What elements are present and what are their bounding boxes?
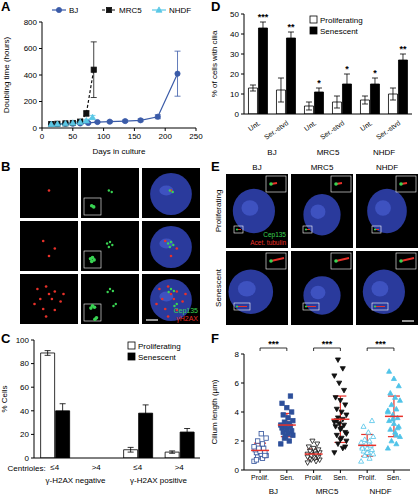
- svg-text:2: 2: [235, 437, 240, 446]
- html-text:D: D: [211, 0, 221, 14]
- svg-text:Prolif.: Prolif.: [358, 474, 376, 481]
- svg-text:MRC5: MRC5: [317, 148, 340, 157]
- svg-text:MRC5: MRC5: [316, 487, 339, 496]
- svg-text:800: 800: [24, 18, 38, 27]
- svg-text:150: 150: [128, 132, 142, 141]
- svg-text:80: 80: [20, 359, 29, 368]
- svg-text:Sen.: Sen.: [333, 474, 347, 481]
- svg-text:0: 0: [25, 454, 30, 463]
- svg-text:≤4: ≤4: [133, 463, 142, 472]
- svg-text:Acet. tubulin: Acet. tubulin: [250, 239, 286, 246]
- svg-text:γ-H2AX negative: γ-H2AX negative: [45, 476, 106, 485]
- svg-text:30: 30: [230, 50, 239, 59]
- svg-text:200: 200: [159, 132, 173, 141]
- svg-text:100: 100: [16, 336, 30, 345]
- svg-text:*: *: [317, 78, 321, 88]
- svg-text:≤4: ≤4: [50, 463, 59, 472]
- svg-text:***: ***: [268, 339, 279, 349]
- svg-text:γH2AX: γH2AX: [176, 315, 198, 323]
- html-text:F: F: [211, 331, 219, 346]
- svg-text:400: 400: [24, 71, 38, 80]
- svg-text:Senescent: Senescent: [214, 268, 223, 307]
- svg-text:Days in culture: Days in culture: [93, 147, 146, 156]
- svg-text:0: 0: [235, 466, 240, 475]
- svg-text:***: ***: [258, 12, 269, 22]
- svg-text:0: 0: [33, 124, 38, 133]
- svg-text:50: 50: [68, 132, 77, 141]
- svg-text:Doubling time (hours): Doubling time (hours): [8, 36, 11, 113]
- html-text:B: B: [1, 159, 11, 174]
- svg-text:NHDF: NHDF: [376, 163, 398, 172]
- svg-text:Cilium length (µm): Cilium length (µm): [210, 379, 219, 444]
- svg-text:20: 20: [230, 70, 239, 79]
- svg-text:>4: >4: [175, 463, 185, 472]
- svg-text:Prolif.: Prolif.: [305, 474, 323, 481]
- svg-text:10: 10: [230, 90, 239, 99]
- svg-text:600: 600: [24, 44, 38, 53]
- svg-text:40: 40: [230, 30, 239, 39]
- html-text:A: A: [1, 0, 11, 14]
- svg-text:0: 0: [235, 110, 240, 119]
- svg-text:Ser.-stvd: Ser.-stvd: [263, 119, 290, 141]
- svg-text:40: 40: [20, 407, 29, 416]
- svg-text:Unt.: Unt.: [247, 119, 262, 132]
- svg-text:Proliferating: Proliferating: [138, 342, 181, 351]
- svg-text:60: 60: [20, 383, 29, 392]
- svg-text:BJ: BJ: [269, 487, 278, 496]
- svg-text:MRC5: MRC5: [311, 163, 334, 172]
- svg-text:% of cells with cilia: % of cells with cilia: [210, 30, 219, 97]
- svg-text:0: 0: [40, 132, 45, 141]
- svg-text:NHDF: NHDF: [169, 6, 191, 15]
- svg-text:Senescent: Senescent: [138, 353, 177, 362]
- svg-text:Prolif.: Prolif.: [251, 474, 269, 481]
- html-text:C: C: [1, 331, 11, 346]
- svg-text:***: ***: [322, 339, 333, 349]
- svg-text:*: *: [345, 64, 349, 74]
- svg-text:Sen.: Sen.: [387, 474, 401, 481]
- svg-text:200: 200: [24, 97, 38, 106]
- svg-text:**: **: [288, 22, 296, 32]
- svg-text:100: 100: [97, 132, 111, 141]
- html-text:E: E: [211, 159, 220, 174]
- svg-text:**: **: [400, 44, 408, 54]
- svg-text:Ser.-stvd: Ser.-stvd: [319, 119, 346, 141]
- svg-text:NHDF: NHDF: [369, 487, 391, 496]
- svg-text:Proliferating: Proliferating: [214, 190, 223, 233]
- svg-text:Unt.: Unt.: [359, 119, 374, 132]
- svg-text:>4: >4: [92, 463, 102, 472]
- svg-text:Proliferating: Proliferating: [320, 16, 363, 25]
- svg-text:50: 50: [230, 10, 239, 19]
- svg-text:Centrioles:: Centrioles:: [8, 464, 46, 473]
- svg-text:γ-H2AX positive: γ-H2AX positive: [130, 476, 187, 485]
- svg-text:Cep135: Cep135: [173, 307, 198, 315]
- svg-text:NHDF: NHDF: [373, 148, 395, 157]
- svg-text:MRC5: MRC5: [119, 6, 142, 15]
- svg-text:Sen.: Sen.: [280, 474, 294, 481]
- svg-text:Ser.-stvd: Ser.-stvd: [375, 119, 402, 141]
- svg-text:Cep135: Cep135: [263, 231, 286, 239]
- svg-text:***: ***: [375, 339, 386, 349]
- svg-text:250: 250: [189, 132, 203, 141]
- svg-text:BJ: BJ: [267, 148, 276, 157]
- svg-text:6: 6: [235, 379, 240, 388]
- svg-text:Unt.: Unt.: [303, 119, 318, 132]
- svg-text:Senescent: Senescent: [320, 27, 359, 36]
- svg-text:*: *: [373, 68, 377, 78]
- svg-text:8: 8: [235, 350, 240, 359]
- svg-text:20: 20: [20, 430, 29, 439]
- svg-text:4: 4: [235, 408, 240, 417]
- svg-text:BJ: BJ: [69, 6, 78, 15]
- svg-text:BJ: BJ: [252, 163, 261, 172]
- svg-text:% Cells: % Cells: [8, 385, 9, 412]
